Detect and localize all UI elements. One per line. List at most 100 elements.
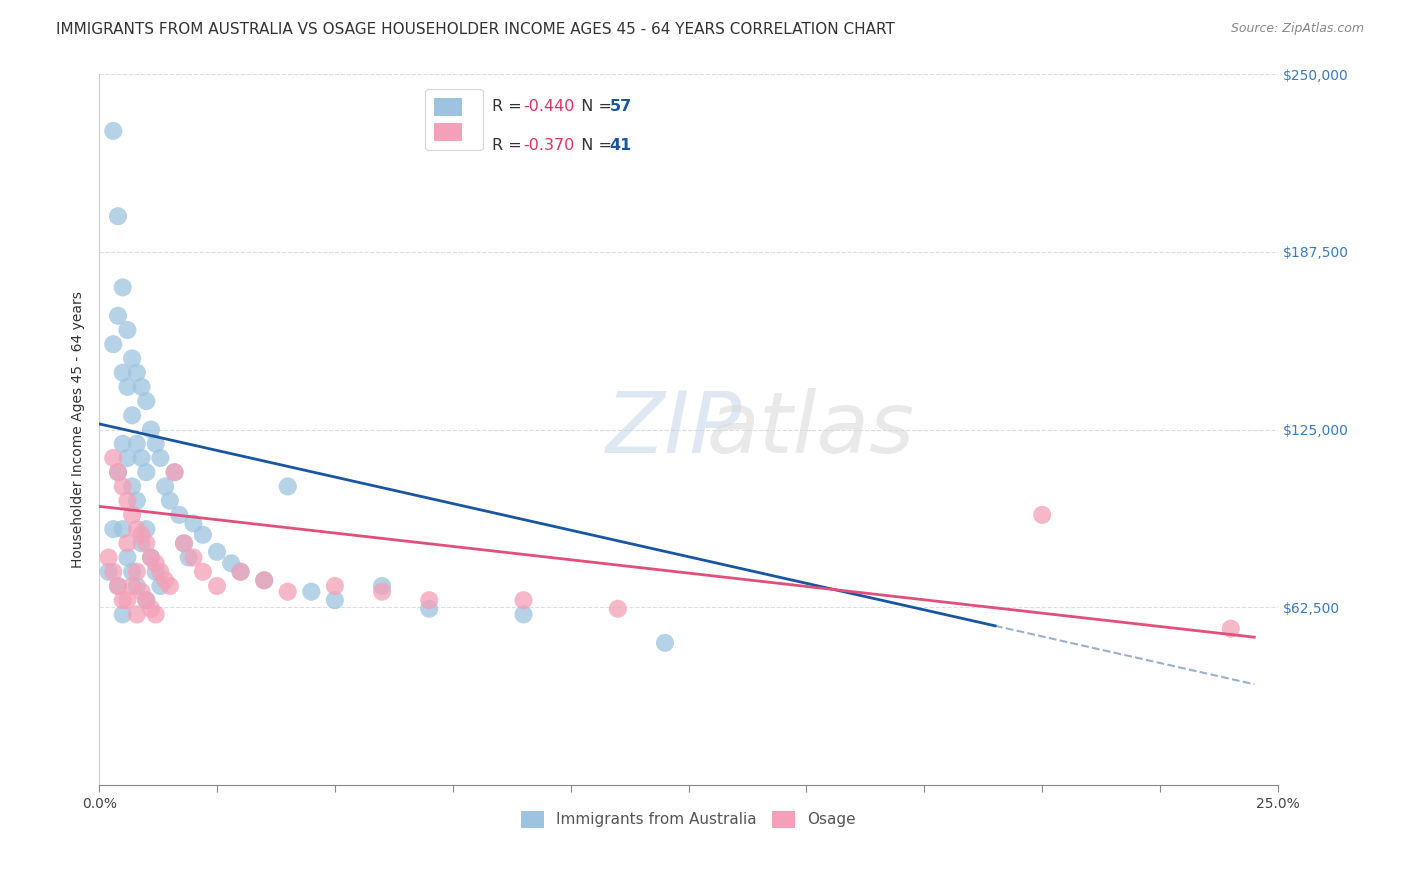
Point	[103, 337, 125, 351]
Point	[1031, 508, 1053, 522]
Point	[371, 579, 394, 593]
Point	[125, 437, 148, 451]
Point	[139, 601, 162, 615]
Point	[121, 565, 143, 579]
Point	[149, 565, 172, 579]
Point	[229, 565, 252, 579]
Point	[139, 550, 162, 565]
Point	[107, 579, 129, 593]
Point	[145, 556, 167, 570]
Point	[135, 593, 157, 607]
Point	[117, 550, 139, 565]
Point	[169, 508, 191, 522]
Legend: Immigrants from Australia, Osage: Immigrants from Australia, Osage	[515, 805, 862, 834]
Point	[149, 579, 172, 593]
Point	[107, 465, 129, 479]
Point	[111, 522, 134, 536]
Point	[107, 209, 129, 223]
Point	[173, 536, 195, 550]
Point	[135, 465, 157, 479]
Point	[135, 394, 157, 409]
Point	[191, 565, 214, 579]
Point	[277, 479, 299, 493]
Text: 41: 41	[610, 138, 631, 153]
Point	[145, 437, 167, 451]
Point	[125, 607, 148, 622]
Point	[111, 280, 134, 294]
Point	[299, 584, 322, 599]
Point	[107, 309, 129, 323]
Point	[111, 479, 134, 493]
Point	[121, 579, 143, 593]
Point	[131, 380, 153, 394]
Point	[173, 536, 195, 550]
Point	[125, 366, 148, 380]
Point	[253, 574, 276, 588]
Point	[418, 601, 440, 615]
Y-axis label: Householder Income Ages 45 - 64 years: Householder Income Ages 45 - 64 years	[72, 291, 86, 568]
Point	[135, 593, 157, 607]
Point	[512, 607, 534, 622]
Text: atlas: atlas	[706, 388, 914, 471]
Point	[135, 522, 157, 536]
Point	[606, 601, 628, 615]
Point	[139, 423, 162, 437]
Point	[117, 380, 139, 394]
Point	[103, 522, 125, 536]
Point	[121, 351, 143, 366]
Point	[117, 493, 139, 508]
Point	[145, 565, 167, 579]
Point	[183, 516, 205, 531]
Text: -0.440: -0.440	[523, 99, 575, 114]
Point	[183, 550, 205, 565]
Text: N =: N =	[571, 138, 617, 153]
Text: R =: R =	[492, 138, 527, 153]
Point	[149, 450, 172, 465]
Point	[277, 584, 299, 599]
Point	[103, 565, 125, 579]
Point	[131, 450, 153, 465]
Point	[163, 465, 186, 479]
Point	[107, 579, 129, 593]
Point	[159, 493, 181, 508]
Text: N =: N =	[571, 99, 617, 114]
Point	[418, 593, 440, 607]
Point	[153, 574, 176, 588]
Point	[121, 508, 143, 522]
Point	[153, 479, 176, 493]
Text: IMMIGRANTS FROM AUSTRALIA VS OSAGE HOUSEHOLDER INCOME AGES 45 - 64 YEARS CORRELA: IMMIGRANTS FROM AUSTRALIA VS OSAGE HOUSE…	[56, 22, 896, 37]
Point	[131, 528, 153, 542]
Point	[103, 124, 125, 138]
Point	[145, 607, 167, 622]
Point	[103, 450, 125, 465]
Point	[121, 409, 143, 423]
Point	[323, 593, 346, 607]
Point	[117, 536, 139, 550]
Point	[125, 579, 148, 593]
Point	[229, 565, 252, 579]
Point	[177, 550, 200, 565]
Point	[97, 550, 120, 565]
Text: Source: ZipAtlas.com: Source: ZipAtlas.com	[1230, 22, 1364, 36]
Point	[139, 550, 162, 565]
Point	[205, 579, 228, 593]
Point	[131, 584, 153, 599]
Point	[117, 593, 139, 607]
Point	[371, 584, 394, 599]
Point	[219, 556, 242, 570]
Text: ZIP: ZIP	[606, 388, 742, 471]
Point	[111, 366, 134, 380]
Point	[253, 574, 276, 588]
Point	[512, 593, 534, 607]
Point	[135, 536, 157, 550]
Point	[205, 545, 228, 559]
Point	[111, 593, 134, 607]
Point	[654, 636, 676, 650]
Point	[159, 579, 181, 593]
Point	[125, 522, 148, 536]
Point	[97, 565, 120, 579]
Point	[111, 437, 134, 451]
Point	[111, 607, 134, 622]
Text: 57: 57	[610, 99, 631, 114]
Text: -0.370: -0.370	[523, 138, 575, 153]
